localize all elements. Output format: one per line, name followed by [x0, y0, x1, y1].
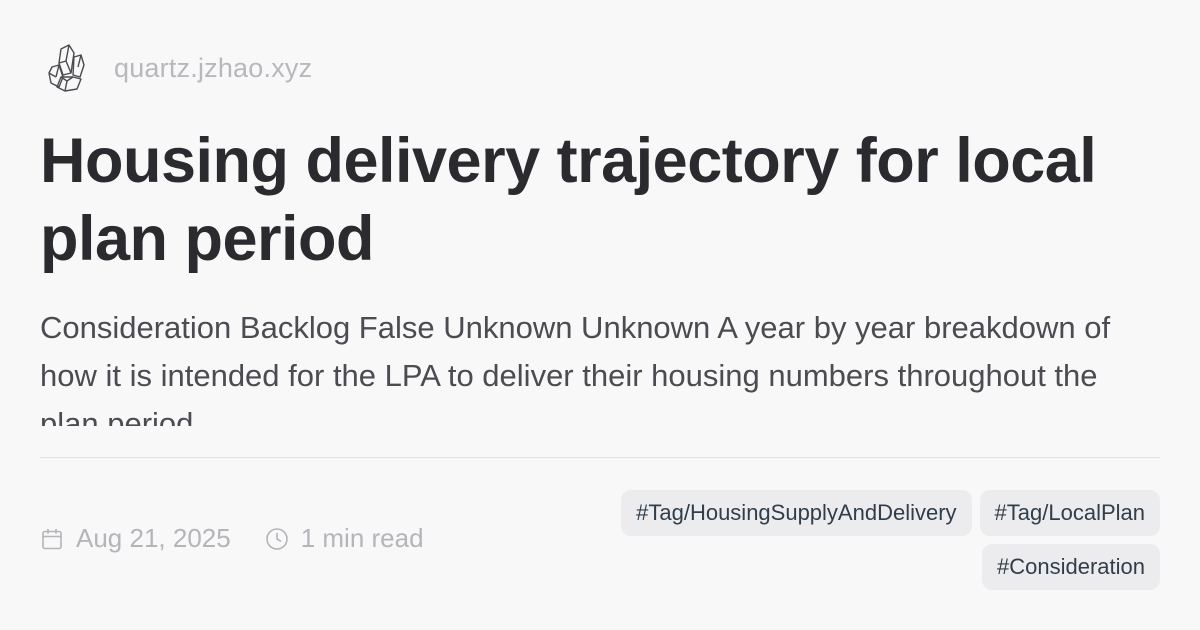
- tag-housing-supply[interactable]: #Tag/HousingSupplyAndDelivery: [621, 490, 972, 536]
- site-header: quartz.jzhao.xyz: [46, 42, 312, 94]
- article-meta: Aug 21, 2025 1 min read: [40, 523, 424, 554]
- tag-consideration[interactable]: #Consideration: [982, 544, 1160, 590]
- site-name[interactable]: quartz.jzhao.xyz: [114, 52, 313, 83]
- tag-local-plan[interactable]: #Tag/LocalPlan: [979, 490, 1160, 536]
- article-description: Consideration Backlog False Unknown Unkn…: [40, 310, 1111, 426]
- clock-icon: [265, 527, 289, 551]
- publish-date: Aug 21, 2025: [76, 523, 231, 553]
- crystal-icon: [46, 42, 88, 94]
- read-time: 1 min read: [300, 523, 424, 553]
- divider: [40, 457, 1160, 458]
- date-item: Aug 21, 2025: [40, 523, 231, 554]
- calendar-icon: [40, 527, 64, 551]
- tag-list: #Tag/HousingSupplyAndDelivery #Tag/Local…: [560, 490, 1160, 590]
- page-title: Housing delivery trajectory for local pl…: [40, 126, 1097, 274]
- read-time-item: 1 min read: [265, 523, 424, 554]
